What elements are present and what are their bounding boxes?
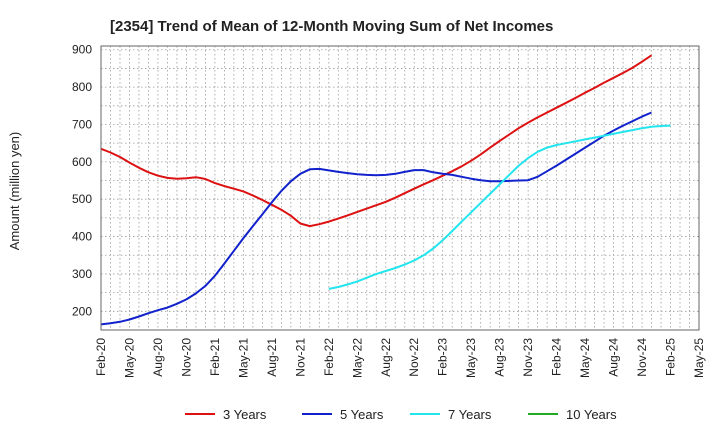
y-tick-label: 400 [72,230,92,244]
x-tick-label: May-20 [122,338,136,378]
x-tick-label: Aug-21 [265,338,279,377]
legend-label-3-years: 3 Years [223,407,267,422]
legend-label-7-years: 7 Years [448,407,492,422]
x-tick-label: Aug-23 [493,338,507,377]
x-tick-label: Nov-24 [635,338,649,377]
x-tick-label: May-21 [236,338,250,378]
y-tick-label: 200 [72,304,92,318]
chart-title: [2354] Trend of Mean of 12-Month Moving … [110,18,553,35]
x-tick-label: Aug-22 [379,338,393,377]
legend: 3 Years 5 Years 7 Years 10 Years [185,407,617,422]
legend-label-5-years: 5 Years [340,407,384,422]
x-tick-label: Feb-20 [94,338,108,376]
y-tick-label: 900 [72,43,92,57]
plot-frame [100,45,700,331]
x-tick-label: Feb-22 [322,338,336,376]
x-tick-label: Aug-24 [607,338,621,377]
y-axis-ticks: 200 300 400 500 600 700 800 900 [72,43,92,319]
legend-label-10-years: 10 Years [566,407,617,422]
x-tick-label: May-24 [578,338,592,378]
x-tick-label: Feb-23 [436,338,450,376]
y-tick-label: 700 [72,117,92,131]
series-line-7-years [328,124,671,290]
x-tick-label: May-22 [350,338,364,378]
y-tick-label: 300 [72,267,92,281]
y-tick-label: 800 [72,80,92,94]
x-tick-label: May-23 [464,338,478,378]
x-tick-label: Aug-20 [151,338,165,377]
y-axis-label: Amount (million yen) [7,132,22,251]
series-lines [100,54,671,326]
grid [101,46,699,330]
series-line-5-years [100,111,652,326]
x-tick-label: Nov-21 [293,338,307,377]
x-tick-label: Nov-23 [521,338,535,377]
x-tick-label: Feb-25 [664,338,678,376]
y-tick-label: 500 [72,192,92,206]
x-tick-label: Nov-22 [407,338,421,377]
series-line-3-years [100,54,653,228]
x-axis-ticks: Feb-20 May-20 Aug-20 Nov-20 Feb-21 May-21 Aug-… [94,338,706,378]
x-tick-label: May-25 [692,338,706,378]
x-tick-label: Feb-24 [550,338,564,376]
x-tick-label: Feb-21 [208,338,222,376]
y-tick-label: 600 [72,155,92,169]
x-tick-label: Nov-20 [179,338,193,377]
